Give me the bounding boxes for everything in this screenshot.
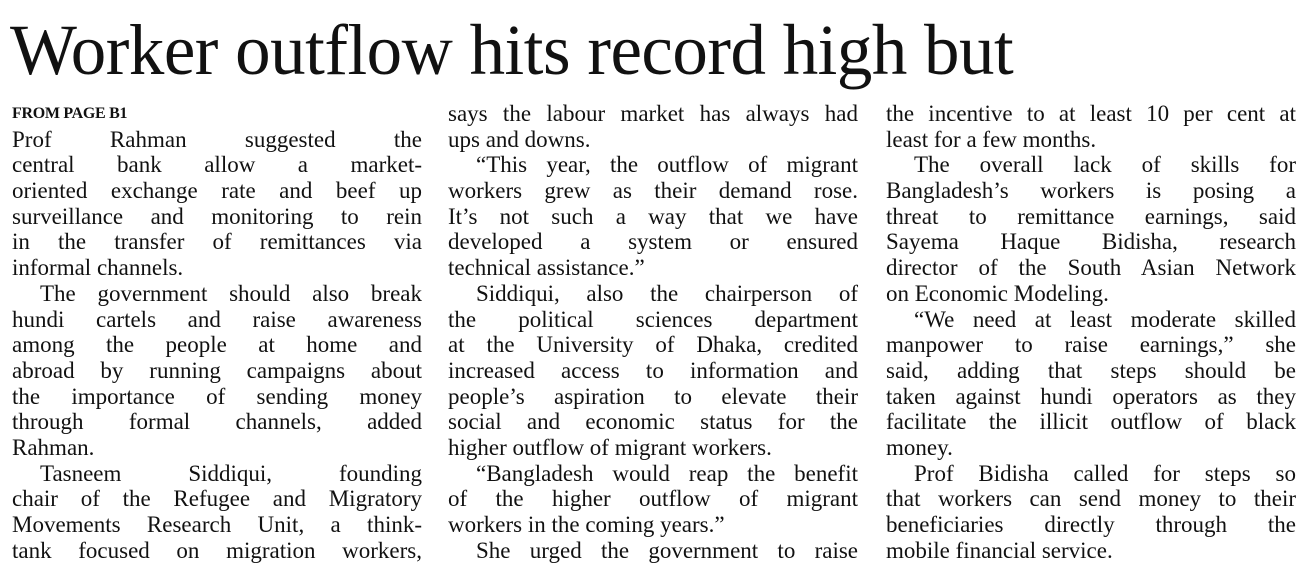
paragraph: Siddiqui, also the chairperson of the pol… [448,281,858,461]
article-column-3: the incentive to at least 10 per cent at… [886,101,1296,563]
text-line: abroad by running campaigns about [12,357,422,383]
text-line: technical assistance.” [448,255,645,281]
text-line: higher outflow of migrant workers. [448,434,772,460]
text-line: workers grew as their demand rose. [448,178,858,204]
text-line: social and economic status for the [448,409,858,435]
text-line: increased access to information and [448,357,858,383]
paragraph: The government should also break hundi ca… [12,281,422,461]
text-line: developed a system or ensured [448,229,858,255]
text-line: taken against hundi operators as they [886,383,1296,409]
text-line: The overall lack of skills for [914,152,1296,178]
text-line: on Economic Modeling. [886,280,1109,306]
text-line: Bangladesh’s workers is posing a [886,178,1296,204]
text-line: through formal channels, added [12,409,422,435]
text-line: people’s aspiration to elevate their [448,383,858,409]
text-line: tank focused on migration workers, [12,537,422,563]
text-line: beneficiaries directly through the [886,512,1296,537]
text-line: threat to remittance earnings, said [886,203,1296,229]
text-line: ups and downs. [448,126,591,152]
paragraph: The overall lack of skills for Bangladesh… [886,152,1296,306]
text-line: Prof Rahman suggested the [12,126,422,152]
text-line: manpower to raise earnings,” she [886,332,1296,358]
headline: Worker outflow hits record high but [10,10,1014,90]
text-line: says the labour market has always had [448,101,858,126]
text-line: Sayema Haque Bidisha, research [886,229,1296,255]
text-line: at the University of Dhaka, credited [448,332,858,358]
paragraph: “Bangladesh would reap the benefit of the… [448,461,858,538]
text-line: oriented exchange rate and beef up [12,178,422,204]
text-line: the political sciences department [448,306,858,332]
text-line: mobile financial service. [886,537,1113,563]
paragraph: She urged the government to raise [448,538,858,564]
text-line: The government should also break [40,280,422,306]
text-line: Prof Bidisha called for steps so [914,460,1296,486]
text-line: central bank allow a market- [12,152,422,178]
text-line: chair of the Refugee and Migratory [12,486,422,512]
text-line: Rahman. [12,434,95,460]
text-line: director of the South Asian Network [886,255,1296,281]
text-line: Tasneem Siddiqui, founding [40,460,422,486]
text-line: in the transfer of remittances via [12,229,422,255]
text-line: “This year, the outflow of migrant [476,152,858,178]
paragraph: “We need at least moderate skilled manpow… [886,307,1296,461]
text-line: hundi cartels and raise awareness [12,306,422,332]
text-line: the incentive to at least 10 per cent at [886,101,1296,126]
article-column-1: FROM PAGE B1 Prof Rahman suggested the ce… [12,101,422,563]
text-line: “We need at least moderate skilled [914,306,1296,332]
text-line: She urged the government to raise [476,537,858,563]
text-line: “Bangladesh would reap the benefit [476,460,858,486]
text-line: the importance of sending money [12,383,422,409]
paragraph: “This year, the outflow of migrant worker… [448,152,858,280]
jump-label: FROM PAGE B1 [12,105,128,122]
text-line: of the higher outflow of migrant [448,486,858,512]
text-line: Movements Research Unit, a think- [12,512,422,537]
paragraph: Prof Bidisha called for steps so that wor… [886,461,1296,564]
text-line: It’s not such a way that we have [448,203,858,229]
paragraph: Tasneem Siddiqui, founding chair of the R… [12,461,422,564]
paragraph: Prof Rahman suggested the central bank al… [12,127,422,281]
text-line: money. [886,434,953,460]
text-line: surveillance and monitoring to rein [12,203,422,229]
text-line: workers in the coming years.” [448,512,725,537]
text-line: facilitate the illicit outflow of black [886,409,1296,435]
article-column-2: says the labour market has always had ups… [448,101,858,563]
paragraph: the incentive to at least 10 per cent at… [886,101,1296,152]
paragraph: says the labour market has always had ups… [448,101,858,152]
text-line: informal channels. [12,255,184,281]
text-line: said, adding that steps should be [886,357,1296,383]
text-line: Siddiqui, also the chairperson of [476,280,858,306]
text-line: least for a few months. [886,126,1097,152]
text-line: that workers can send money to their [886,486,1296,512]
text-line: among the people at home and [12,332,422,358]
